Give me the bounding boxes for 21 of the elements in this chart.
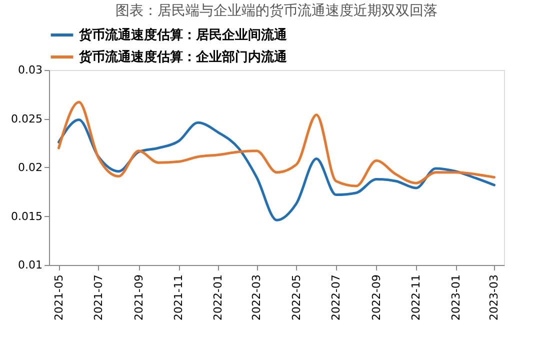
x-tick-label: 2021-05 <box>52 274 66 320</box>
x-tick-label: 2021-07 <box>92 274 105 320</box>
x-tick-label: 2022-11 <box>410 274 423 320</box>
y-tick-label: 0.015 <box>11 210 42 223</box>
chart-title: 图表：居民端与企业端的货币流通速度近期双双回落 <box>116 3 438 19</box>
x-tick-label: 2022-05 <box>290 274 303 320</box>
x-tick-label: 2022-03 <box>250 274 264 320</box>
x-tick-label: 2023-03 <box>488 274 501 320</box>
x-tick-label: 2022-07 <box>330 274 343 320</box>
x-tick-label: 2023-01 <box>449 274 462 320</box>
x-tick-label: 2022-01 <box>212 274 225 320</box>
legend-label: 货币流通速度估算：企业部门内流通 <box>78 49 288 65</box>
line-series <box>58 100 496 188</box>
legend-label: 货币流通速度估算：居民企业间流通 <box>78 27 288 43</box>
x-tick-label: 2022-09 <box>370 274 383 320</box>
x-tick-label: 2021-09 <box>132 274 146 320</box>
y-tick-label: 0.02 <box>18 161 42 174</box>
x-tick-label: 2021-11 <box>172 274 186 320</box>
y-tick-label: 0.025 <box>11 112 42 126</box>
y-tick-label: 0.01 <box>18 258 42 272</box>
y-tick-label: 0.03 <box>18 64 42 76</box>
